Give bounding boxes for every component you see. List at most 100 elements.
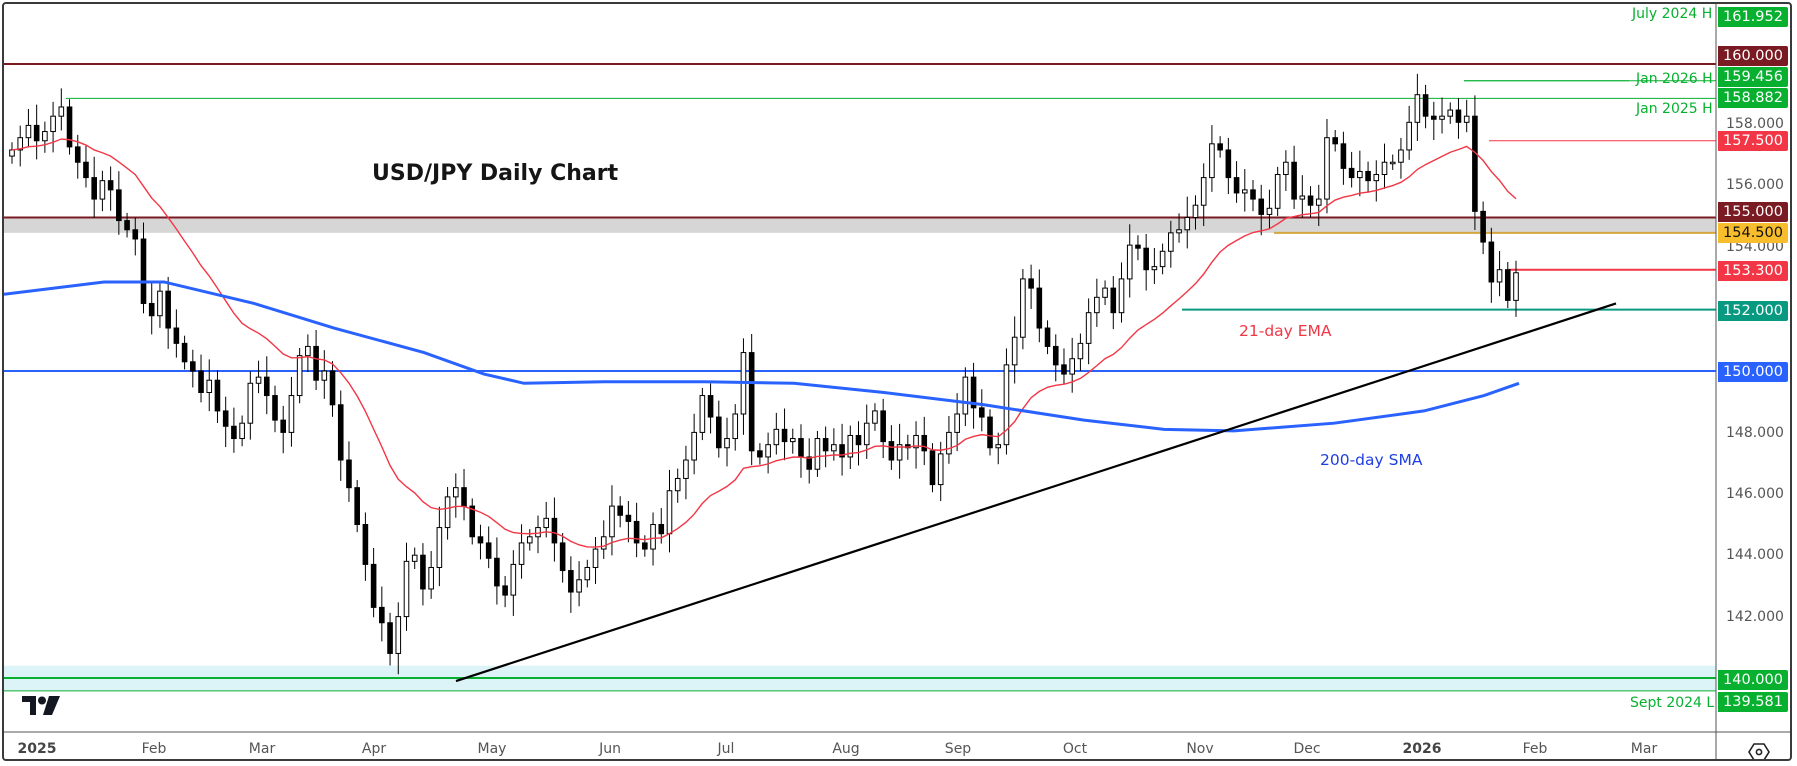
x-axis-label: Mar [248, 741, 276, 757]
candle [946, 415, 952, 464]
candle [1504, 262, 1511, 309]
candle [1094, 278, 1100, 327]
candle [66, 99, 73, 155]
candle [707, 383, 714, 434]
price-tag: 154.500 [1718, 223, 1788, 243]
price-tag: 160.000 [1718, 46, 1788, 66]
candle [1513, 260, 1519, 317]
x-axis-label: Mar [1630, 741, 1658, 757]
candle [831, 428, 837, 461]
candle [1102, 280, 1108, 305]
candle [699, 387, 706, 441]
candle [535, 515, 541, 554]
price-tag: 139.581 [1718, 692, 1788, 712]
candle [17, 125, 24, 167]
candle [1422, 84, 1429, 129]
candle [288, 376, 295, 447]
candle [683, 445, 689, 500]
candle [58, 88, 65, 131]
candle [1348, 151, 1355, 188]
tradingview-logo-icon[interactable] [22, 696, 62, 722]
candle [1077, 333, 1084, 371]
candle [576, 561, 582, 607]
candle [732, 404, 739, 451]
candle [379, 586, 385, 642]
x-axis-label: Jul [717, 741, 735, 757]
candle [198, 354, 204, 403]
candle [494, 537, 500, 605]
x-axis-label: Dec [1293, 741, 1321, 757]
candle [33, 104, 40, 160]
candle [337, 390, 344, 481]
candle [1135, 235, 1141, 261]
candle [724, 417, 730, 467]
y-axis-label: 158.000 [1726, 116, 1784, 132]
x-axis-label: 2025 [17, 741, 57, 757]
candle [1192, 195, 1199, 230]
candle [1307, 186, 1314, 218]
x-axis-label: 2026 [1402, 741, 1442, 757]
candle [1365, 161, 1371, 193]
candle [1209, 125, 1215, 192]
candle [1118, 262, 1125, 323]
chart-annotation: 200-day SMA [1320, 451, 1423, 469]
candle [1061, 348, 1067, 384]
candle [765, 432, 771, 474]
candle [1241, 169, 1248, 212]
candle [1431, 101, 1437, 141]
candle [1036, 269, 1043, 343]
candle [584, 559, 591, 588]
candle [822, 426, 829, 468]
candle [444, 487, 451, 540]
candle [814, 430, 821, 477]
candle [1069, 337, 1075, 393]
chart-annotation: Sept 2024 L [1630, 695, 1715, 711]
settings-hexagon-icon[interactable] [1748, 742, 1770, 759]
candle [502, 576, 508, 608]
candle [1332, 130, 1338, 152]
candle [625, 501, 632, 543]
candle [1455, 97, 1462, 139]
price-plot[interactable] [4, 4, 1792, 761]
candle [42, 121, 48, 153]
price-tag: 150.000 [1718, 362, 1788, 382]
price-tag: 158.882 [1718, 88, 1788, 108]
candle [469, 498, 476, 545]
candle [1028, 264, 1034, 309]
candle [255, 360, 262, 394]
candle [962, 367, 969, 427]
candle [387, 612, 393, 666]
candle [1340, 131, 1347, 185]
candle [1176, 213, 1182, 243]
candle [25, 108, 32, 148]
x-axis-label: Nov [1186, 741, 1214, 757]
candle [1299, 175, 1306, 218]
candle [83, 145, 89, 188]
candle [978, 389, 985, 432]
candle [190, 349, 196, 388]
candle [346, 441, 352, 502]
price-tag: 153.300 [1718, 261, 1788, 281]
candle [354, 479, 360, 533]
candle [1233, 161, 1240, 203]
x-axis-label: Aug [832, 741, 860, 757]
y-axis-label: 156.000 [1726, 177, 1784, 193]
chart-annotation: 21-day EMA [1239, 322, 1332, 340]
candle [1439, 97, 1445, 134]
candle [1151, 247, 1158, 284]
candle [773, 412, 780, 455]
price-tag: 140.000 [1718, 670, 1788, 690]
candle [839, 423, 845, 476]
candle [1110, 276, 1117, 330]
candle [1373, 160, 1380, 202]
candle [1217, 136, 1223, 158]
candle [140, 222, 147, 314]
candle [247, 371, 254, 440]
candle [436, 506, 443, 587]
candle [913, 421, 919, 469]
candle [1414, 73, 1421, 141]
candle [305, 334, 311, 373]
candle [132, 217, 139, 256]
candle [781, 408, 788, 461]
y-axis-label: 142.000 [1726, 609, 1784, 625]
